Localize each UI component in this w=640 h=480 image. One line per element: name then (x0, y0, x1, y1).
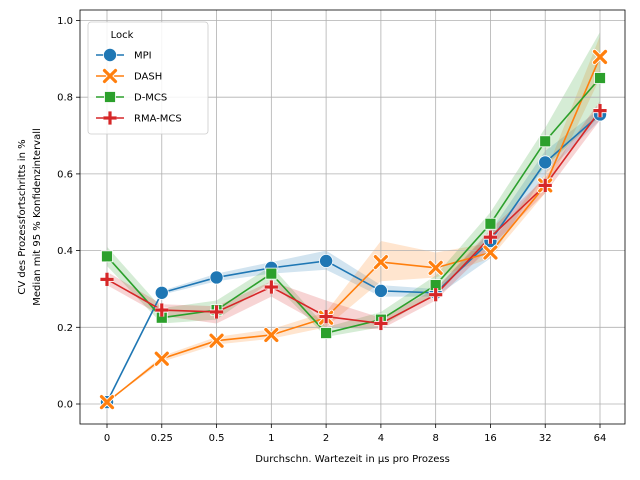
legend-entry-d-mcs: D-MCS (96, 91, 167, 104)
confidence-band-mpi (107, 108, 600, 403)
y-tick-label: 1.0 (57, 16, 73, 27)
y-axis-ticks: 0.0 0.2 0.4 0.6 0.8 1.0 (57, 16, 80, 411)
x-tick-label: 64 (594, 433, 607, 444)
data-point-rma-mcs (264, 280, 278, 294)
x-tick-label: 8 (432, 433, 438, 444)
y-tick-label: 0.0 (57, 400, 73, 411)
series-lines (106, 56, 601, 403)
series-markers (99, 48, 608, 411)
legend-label: RMA-MCS (134, 114, 182, 125)
data-point-dash (372, 254, 389, 271)
x-tick-label: 4 (378, 433, 384, 444)
marker-stroke (99, 394, 115, 410)
series-line-d-mcs (106, 77, 601, 334)
x-tick-label: 0 (104, 433, 110, 444)
legend-label: D-MCS (134, 93, 167, 104)
data-point-rma-mcs (100, 272, 114, 286)
x-tick-label: 0.25 (151, 433, 173, 444)
x-tick-label: 0.5 (209, 433, 225, 444)
y-tick-label: 0.6 (57, 169, 73, 180)
data-point-rma-mcs (538, 178, 552, 193)
data-point-mpi (319, 253, 334, 268)
marker-stroke (483, 245, 498, 260)
data-point-d-mcs (484, 217, 497, 230)
data-point-d-mcs (539, 135, 552, 148)
legend-marker (104, 91, 116, 103)
x-tick-label: 2 (323, 433, 329, 444)
series-line-mpi (106, 113, 601, 403)
data-point-dash (208, 332, 225, 349)
marker-stroke (264, 327, 279, 343)
legend-marker (103, 48, 118, 63)
x-axis-label: Durchschn. Wartezeit in µs pro Prozess (255, 454, 450, 465)
legend-label: MPI (134, 51, 152, 62)
x-axis-ticks: 0 0.25 0.5 1 2 4 8 16 32 64 (104, 424, 607, 444)
marker-stroke (428, 260, 443, 275)
data-point-dash (263, 326, 280, 343)
data-point-d-mcs (265, 267, 278, 280)
y-tick-label: 0.4 (57, 246, 73, 257)
data-point-d-mcs (101, 250, 113, 263)
legend-marker (102, 68, 118, 84)
y-tick-label: 0.8 (57, 93, 73, 104)
data-point-d-mcs (594, 72, 606, 84)
data-point-dash (153, 350, 170, 367)
data-point-dash (482, 244, 499, 261)
legend-entry-rma-mcs: RMA-MCS (96, 111, 182, 125)
series-line-rma-mcs (106, 110, 601, 325)
legend-entry-dash: DASH (96, 68, 162, 84)
data-point-rma-mcs (155, 303, 169, 317)
legend-label: DASH (134, 72, 162, 83)
data-point-mpi (538, 155, 553, 170)
legend-box (87, 21, 209, 135)
legend-title: Lock (111, 30, 134, 41)
x-tick-label: 16 (484, 433, 497, 444)
data-point-rma-mcs (593, 104, 607, 118)
marker-stroke (209, 333, 224, 348)
y-axis-label: CV des Prozessfortschritts in % Median mi… (17, 128, 43, 306)
marker-stroke (373, 255, 388, 270)
legend-marker (103, 111, 117, 125)
data-point-dash (427, 259, 444, 276)
plot-frame (79, 9, 626, 425)
marker-stroke (154, 351, 169, 366)
data-point-rma-mcs (374, 316, 388, 331)
series-line-dash (106, 56, 601, 403)
data-point-d-mcs (320, 327, 333, 339)
y-axis-label-line: Median mit 95 % Konfidenzintervall (32, 128, 43, 306)
x-tick-label: 32 (539, 433, 552, 444)
data-point-rma-mcs (319, 309, 333, 324)
data-point-dash (592, 48, 608, 65)
data-point-dash (99, 394, 115, 411)
data-point-mpi (209, 270, 224, 285)
y-axis-label-line: CV des Prozessfortschritts in % (17, 139, 28, 294)
y-tick-label: 0.2 (57, 323, 73, 334)
data-point-rma-mcs (429, 288, 443, 302)
marker-stroke (592, 49, 608, 65)
data-point-mpi (373, 283, 388, 298)
data-point-rma-mcs (209, 305, 224, 319)
x-tick-label: 1 (268, 433, 274, 444)
data-point-mpi (154, 285, 169, 300)
marker-stroke (102, 68, 118, 84)
data-point-rma-mcs (483, 230, 498, 244)
legend-entry-mpi: MPI (96, 48, 152, 63)
